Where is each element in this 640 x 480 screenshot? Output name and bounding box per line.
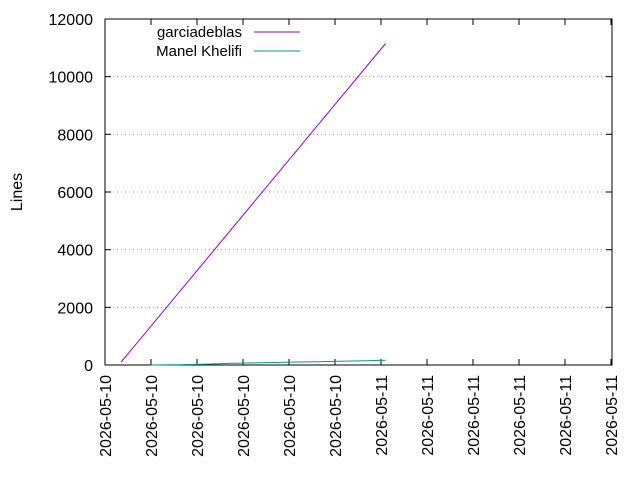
y-tick-label: 2000 [57,300,93,317]
y-tick-label: 4000 [57,243,93,260]
y-axis-title: Lines [9,173,26,211]
x-tick-label: 2026-05-10 [282,375,299,457]
x-tick-label: 2026-05-11 [420,375,437,456]
x-axis: 2026-05-10 2026-05-10 2026-05-10 2026-05-10… [98,19,621,457]
y-tick-label: 0 [84,358,93,375]
y-tick-label: 6000 [57,185,93,202]
legend-label: garciadeblas [157,24,242,41]
grid-lines [105,76,612,308]
x-tick-label: 2026-05-10 [98,375,115,457]
x-tick-label: 2026-05-10 [328,375,345,457]
x-tick-label: 2026-05-11 [604,375,621,456]
series-line [120,43,386,363]
x-tick-label: 2026-05-11 [512,375,529,456]
series-line [150,359,386,366]
x-tick-label: 2026-05-10 [190,375,207,457]
y-tick-label: 12000 [49,12,94,29]
y-axis: 0 2000 4000 6000 8000 10000 12000 [49,12,612,375]
legend: garciadeblas Manel Khelifi [156,24,300,60]
series-lines [120,43,386,366]
x-tick-label: 2026-05-10 [144,375,161,457]
x-tick-label: 2026-05-11 [466,375,483,456]
legend-label: Manel Khelifi [156,43,242,60]
y-tick-label: 10000 [49,70,94,87]
x-tick-label: 2026-05-11 [558,375,575,456]
x-tick-label: 2026-05-11 [374,375,391,456]
x-tick-label: 2026-05-10 [236,375,253,457]
y-tick-label: 8000 [57,127,93,144]
